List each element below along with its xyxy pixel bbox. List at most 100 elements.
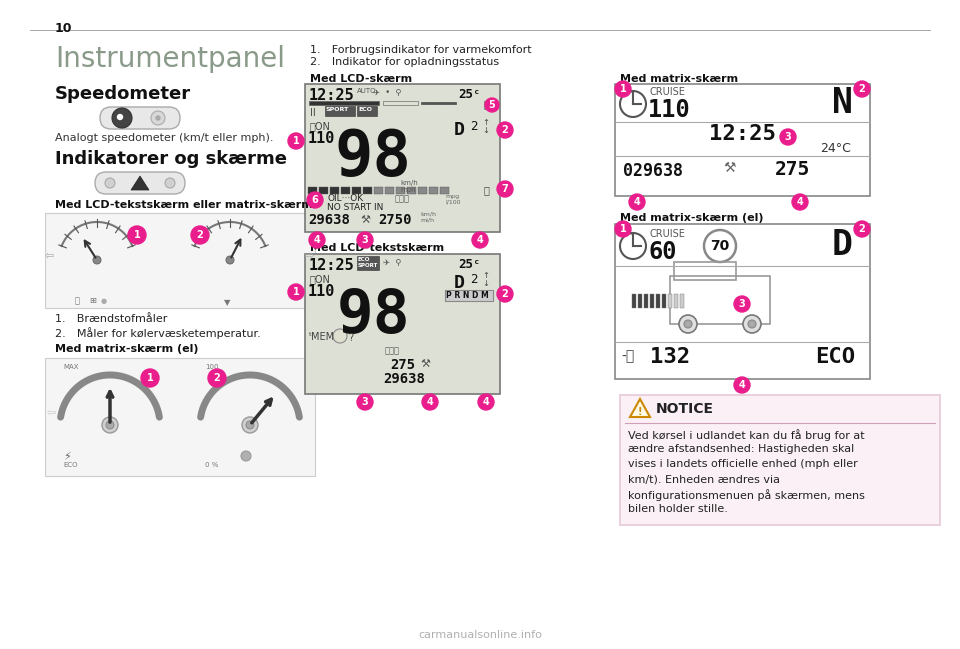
Text: Indikatorer og skærme: Indikatorer og skærme — [55, 150, 287, 168]
Text: ⛽: ⛽ — [484, 99, 490, 109]
Bar — [357, 256, 379, 270]
Text: SPORT: SPORT — [326, 107, 349, 112]
Text: Ved kørsel i udlandet kan du få brug for at: Ved kørsel i udlandet kan du få brug for… — [628, 429, 865, 441]
Text: 25ᶜ: 25ᶜ — [458, 258, 481, 271]
Circle shape — [226, 256, 234, 264]
Bar — [429, 187, 438, 194]
Text: 2750: 2750 — [378, 213, 412, 227]
Circle shape — [333, 329, 347, 343]
Text: 25ᶜ: 25ᶜ — [458, 88, 481, 101]
Text: ↑: ↑ — [482, 271, 489, 280]
Bar — [305, 84, 500, 232]
Text: ⊞: ⊞ — [89, 296, 96, 305]
Circle shape — [151, 111, 165, 125]
Text: 110: 110 — [648, 98, 691, 122]
Circle shape — [478, 394, 494, 410]
Bar — [656, 294, 660, 308]
Text: 0 %: 0 % — [205, 462, 218, 468]
Circle shape — [105, 178, 115, 188]
Text: 3: 3 — [738, 299, 745, 309]
Circle shape — [241, 451, 251, 461]
Circle shape — [165, 178, 175, 188]
Circle shape — [112, 108, 132, 128]
Circle shape — [357, 394, 373, 410]
Text: ᵗMEM: ᵗMEM — [309, 332, 335, 342]
Text: ⛶ON: ⛶ON — [310, 121, 331, 131]
Text: 1: 1 — [293, 287, 300, 297]
Circle shape — [629, 194, 645, 210]
Text: ⇦: ⇦ — [45, 251, 55, 261]
Text: 2: 2 — [470, 273, 477, 286]
Text: km/h: km/h — [400, 180, 418, 186]
Bar — [325, 106, 355, 116]
Text: 6: 6 — [312, 195, 319, 205]
Text: D: D — [454, 274, 465, 292]
Bar — [670, 276, 770, 324]
Text: Med LCD-tekstskærm: Med LCD-tekstskærm — [310, 243, 444, 253]
Text: Med LCD-skærm: Med LCD-skærm — [310, 74, 412, 84]
Text: 1: 1 — [293, 136, 300, 146]
Text: 98: 98 — [334, 127, 412, 189]
Text: ↓: ↓ — [482, 126, 489, 135]
Text: ⇨: ⇨ — [305, 251, 314, 261]
Circle shape — [615, 81, 631, 97]
Text: OIL···OK: OIL···OK — [327, 194, 363, 203]
Bar — [668, 294, 672, 308]
Circle shape — [191, 226, 209, 244]
Text: ECO: ECO — [358, 257, 371, 262]
Text: Med LCD-tekstskærm eller matrix-skærm: Med LCD-tekstskærm eller matrix-skærm — [55, 200, 313, 210]
Text: 110: 110 — [308, 284, 335, 299]
Text: II: II — [310, 108, 316, 118]
Text: !: ! — [637, 407, 642, 417]
Text: Instrumentpanel: Instrumentpanel — [55, 45, 285, 73]
Circle shape — [734, 296, 750, 312]
Circle shape — [485, 98, 499, 112]
Circle shape — [854, 81, 870, 97]
Circle shape — [141, 369, 159, 387]
Circle shape — [246, 421, 254, 429]
Text: Analogt speedometer (km/t eller mph).: Analogt speedometer (km/t eller mph). — [55, 133, 274, 143]
Text: 4: 4 — [476, 235, 484, 245]
Text: 1: 1 — [133, 230, 140, 240]
Text: bilen holder stille.: bilen holder stille. — [628, 504, 728, 514]
Text: CRUISE: CRUISE — [650, 229, 685, 239]
Circle shape — [497, 122, 513, 138]
Text: 4: 4 — [634, 197, 640, 207]
Bar — [632, 294, 636, 308]
Bar — [440, 187, 449, 194]
Text: ↓: ↓ — [482, 279, 489, 288]
Text: 10: 10 — [55, 22, 73, 35]
Text: 2: 2 — [502, 125, 509, 135]
Text: SPORT: SPORT — [358, 263, 378, 268]
Circle shape — [357, 232, 373, 248]
Bar — [305, 254, 500, 394]
Circle shape — [288, 284, 304, 300]
Bar — [363, 187, 372, 194]
Bar — [445, 290, 493, 301]
Text: ✈  ⚲: ✈ ⚲ — [383, 258, 401, 267]
Circle shape — [208, 369, 226, 387]
Text: 1. Brændstofmåler: 1. Brændstofmåler — [55, 314, 167, 324]
Text: Med matrix-skærm (el): Med matrix-skærm (el) — [620, 213, 763, 223]
Text: 2: 2 — [197, 230, 204, 240]
Text: 1: 1 — [619, 224, 626, 234]
Bar — [45, 213, 315, 308]
Text: ⛯: ⛯ — [75, 296, 80, 305]
Circle shape — [734, 377, 750, 393]
Bar — [45, 358, 315, 476]
Text: km/h: km/h — [420, 211, 436, 216]
Text: 275: 275 — [775, 160, 810, 179]
Text: 98: 98 — [336, 286, 410, 345]
Text: ECO: ECO — [358, 107, 372, 112]
Circle shape — [422, 394, 438, 410]
Text: 70: 70 — [710, 239, 730, 253]
Text: 110: 110 — [308, 131, 335, 146]
Circle shape — [780, 129, 796, 145]
Text: 4: 4 — [314, 235, 321, 245]
Text: ⛶ON: ⛶ON — [310, 274, 331, 284]
Text: 4: 4 — [483, 397, 490, 407]
Circle shape — [684, 320, 692, 328]
Text: D: D — [832, 228, 852, 262]
Circle shape — [615, 221, 631, 237]
Text: CRUISE: CRUISE — [650, 87, 685, 97]
